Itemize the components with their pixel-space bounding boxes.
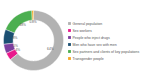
svg-text:64%: 64% [47, 47, 54, 51]
svg-text:People who inject drugs: People who inject drugs [73, 36, 110, 40]
svg-text:5%: 5% [13, 44, 18, 48]
svg-text:18%: 18% [20, 23, 27, 27]
svg-text:General population: General population [73, 22, 103, 26]
svg-text:Sex partners and clients of ke: Sex partners and clients of key populati… [73, 50, 140, 54]
svg-text:8%: 8% [13, 36, 18, 40]
svg-text:Men who have sex with men: Men who have sex with men [73, 43, 117, 47]
svg-text:0.8%: 0.8% [29, 20, 36, 24]
svg-text:Transgender people: Transgender people [73, 57, 104, 61]
svg-text:4%: 4% [15, 48, 20, 52]
svg-text:Sex workers: Sex workers [73, 29, 93, 33]
